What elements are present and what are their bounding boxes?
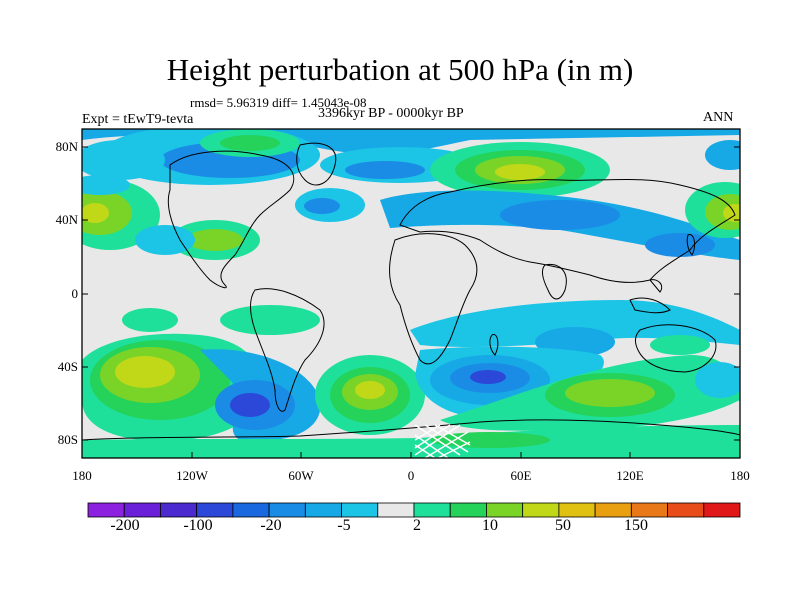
colorbar-swatch (558, 502, 596, 518)
period-label: 3396kyr BP - 0000kyr BP (318, 106, 464, 121)
colorbar-swatch (87, 502, 125, 518)
colorbar-swatch (630, 502, 668, 518)
experiment-label: Expt = tEwT9-tevta (82, 112, 194, 127)
lon-label-0: 0 (407, 468, 415, 483)
colorbar-swatch (486, 502, 524, 518)
stats-text: rmsd= 5.96319 diff= 1.45043e-08 (190, 95, 367, 110)
colorbar-swatch (232, 502, 270, 518)
colorbar-swatch (268, 502, 306, 518)
lat-ticks (82, 146, 740, 441)
colorbar-swatch (594, 502, 632, 518)
lat-label-40s: 40S (57, 359, 78, 374)
colorbar-label: 50 (555, 517, 571, 534)
contour-fill (82, 129, 740, 458)
colorbar-label: -100 (183, 517, 213, 534)
lat-label-40n: 40N (55, 212, 78, 227)
colorbar-swatch (123, 502, 161, 518)
lat-label-0: 0 (71, 286, 79, 301)
colorbar-label: 10 (482, 517, 498, 534)
lon-label-120e: 120E (616, 468, 644, 483)
lon-label-180w: 180 (72, 468, 92, 483)
colorbar-swatch (377, 502, 415, 518)
season-label: ANN (703, 110, 734, 125)
map-title: Height perturbation at 500 hPa (in m) (166, 52, 634, 87)
lat-label-80n: 80N (55, 139, 78, 154)
colorbar-swatch (449, 502, 487, 518)
colorbar-swatch (196, 502, 234, 518)
colorbar-label: -20 (260, 517, 282, 534)
colorbar-label: 150 (624, 517, 648, 534)
colorbar-swatch (160, 502, 198, 518)
lon-ticks (81, 452, 741, 458)
colorbar-swatch (703, 502, 741, 518)
colorbar-swatch (413, 502, 451, 518)
colorbar-label: 2 (413, 517, 421, 534)
colorbar-label: -5 (337, 517, 351, 534)
lat-label-80s: 80S (57, 432, 78, 447)
colorbar-swatch (341, 502, 379, 518)
colorbar-swatch (522, 502, 560, 518)
colorbar-swatch (667, 502, 705, 518)
lon-label-180e: 180 (730, 468, 750, 483)
hatch-region (414, 424, 471, 458)
lon-label-60e: 60E (510, 468, 532, 483)
lon-label-120w: 120W (176, 468, 208, 483)
colorbar-label: -200 (110, 517, 140, 534)
colorbar-swatch (304, 502, 342, 518)
colorbar (87, 502, 741, 518)
lon-label-60w: 60W (288, 468, 314, 483)
coastlines (82, 142, 740, 441)
